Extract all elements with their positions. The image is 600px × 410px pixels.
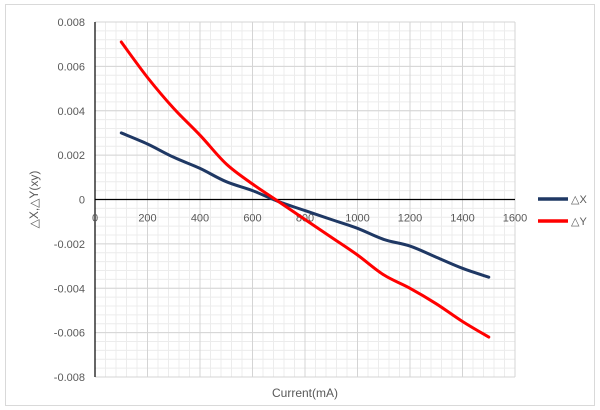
legend-label-1: △X — [571, 194, 587, 206]
y-tick-label: 0.004 — [57, 106, 85, 118]
x-tick-label: 0 — [92, 213, 98, 225]
legend: △X △Y — [538, 194, 587, 228]
y-tick-label: -0.004 — [54, 283, 85, 295]
x-tick-label: 1400 — [450, 213, 474, 225]
y-tick-label: -0.006 — [54, 328, 85, 340]
series-lines — [119, 40, 491, 339]
x-axis-title: Current(mA) — [272, 386, 338, 400]
chart-frame — [5, 4, 595, 406]
y-axis-title: △X,△Y(xy) — [27, 171, 41, 229]
y-tick-label: 0.002 — [57, 150, 85, 162]
y-tick-labels: 0.008 0.006 0.004 0.002 0 -0.002 -0.004 -0.006 -… — [54, 17, 85, 384]
y-tick-label: 0.006 — [57, 61, 85, 73]
x-tick-label: 1600 — [503, 213, 527, 225]
y-tick-label: -0.002 — [54, 239, 85, 251]
x-tick-label: 600 — [243, 213, 261, 225]
legend-label-2: △Y — [571, 216, 587, 228]
y-tick-label: 0.008 — [57, 17, 85, 29]
series-line-1 — [119, 131, 491, 279]
axes — [94, 22, 515, 377]
x-tick-label: 1000 — [345, 213, 369, 225]
x-tick-label: 200 — [138, 213, 156, 225]
y-tick-label: -0.008 — [54, 372, 85, 384]
x-tick-label: 400 — [191, 213, 209, 225]
series-line-2 — [119, 40, 491, 339]
x-tick-label: 1200 — [398, 213, 422, 225]
y-tick-label: 0 — [79, 195, 85, 207]
